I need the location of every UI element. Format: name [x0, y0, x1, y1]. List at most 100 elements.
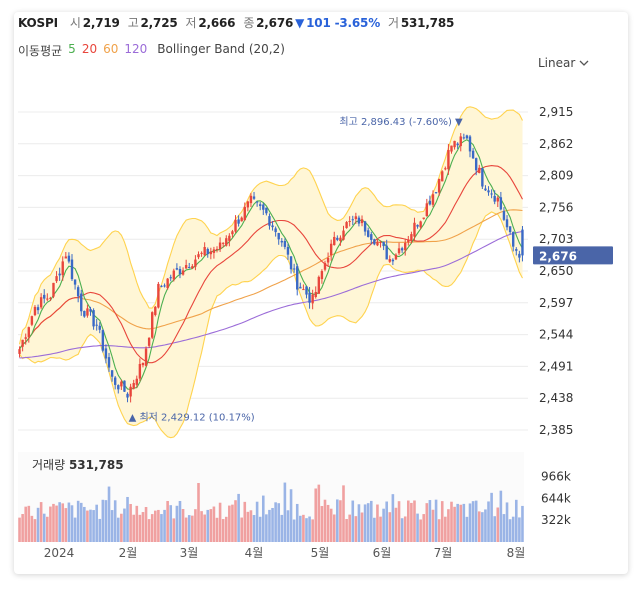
candle-body	[70, 259, 74, 280]
ma60-legend[interactable]: 60	[103, 42, 119, 56]
volume-bar	[271, 507, 274, 542]
volume-bar	[413, 500, 416, 542]
y-tick-label: 2,597	[539, 296, 573, 310]
volume-bar	[490, 492, 493, 542]
y-tick-label: 2,385	[539, 423, 573, 437]
candle-body	[363, 221, 367, 232]
candle-body	[404, 242, 407, 251]
bollinger-legend[interactable]: Bollinger Band (20,2)	[157, 42, 285, 56]
volume-bar	[163, 509, 166, 542]
candle-body	[58, 273, 61, 276]
scale-dropdown[interactable]: Linear	[538, 56, 589, 70]
candle-body	[283, 241, 287, 247]
candle-body	[61, 261, 64, 276]
candle-body	[397, 248, 401, 254]
candle-body	[228, 235, 231, 241]
candle-body	[437, 178, 441, 193]
volume-bar	[514, 499, 518, 542]
volume-bar	[123, 508, 126, 542]
candle-body	[95, 324, 98, 326]
volume-bar	[221, 519, 225, 542]
volume-title-value: 531,785	[69, 458, 124, 472]
candle-body	[175, 268, 179, 270]
volume-bar	[120, 513, 123, 542]
volume-bar	[234, 500, 237, 542]
candle-body	[178, 268, 182, 275]
volume-bar	[39, 502, 43, 542]
ma120-legend[interactable]: 120	[124, 42, 148, 56]
current-price-tag	[533, 246, 613, 265]
candle-body	[249, 195, 253, 204]
candle-body	[379, 242, 382, 244]
volume-bar	[49, 506, 52, 542]
volume-bar	[351, 500, 355, 542]
candle-body	[157, 283, 160, 308]
candle-body	[416, 224, 419, 227]
volume-bar	[132, 514, 136, 542]
volume-bar	[187, 515, 191, 542]
candle-body	[191, 266, 194, 269]
volume-bar	[172, 518, 176, 542]
candle-body	[299, 286, 302, 289]
scale-label: Linear	[538, 56, 576, 70]
candle-body	[391, 259, 395, 262]
candle-body	[493, 195, 496, 202]
close-value: 2,676	[256, 15, 294, 30]
volume-bar	[326, 504, 330, 542]
candle-body	[184, 265, 188, 269]
candle-body	[385, 245, 388, 260]
candle-body	[24, 337, 27, 339]
candle-body	[394, 254, 398, 260]
ma5-legend[interactable]: 5	[68, 42, 76, 56]
volume-bar	[240, 517, 243, 542]
candle-body	[237, 219, 240, 224]
candle-body	[141, 362, 145, 366]
volume-bar	[107, 486, 111, 542]
candle-body	[351, 219, 354, 221]
open-label: 시	[69, 16, 81, 30]
candle-body	[512, 232, 515, 247]
volume-bar	[360, 512, 364, 542]
volume-bar	[323, 499, 327, 542]
candle-body	[326, 257, 330, 263]
volume-bar	[166, 500, 169, 542]
volume-bar	[280, 514, 284, 542]
volume-bar	[160, 514, 163, 542]
candle-body	[132, 383, 135, 389]
volume-bar	[391, 494, 395, 542]
volume-bar	[332, 514, 336, 542]
volume-bar	[295, 503, 299, 542]
y-tick-label: 2,703	[539, 232, 573, 246]
volume-bar	[126, 496, 129, 542]
low-annotation: ▲ 최저 2,429.12 (10.17%)	[129, 411, 255, 423]
candle-body	[144, 348, 148, 366]
candle-body	[27, 327, 30, 338]
candle-body	[83, 310, 86, 317]
candle-body	[481, 168, 484, 187]
volume-bar	[178, 500, 182, 542]
candle-body	[33, 306, 37, 316]
volume-bar	[113, 500, 117, 542]
volume-bar	[255, 501, 259, 542]
volume-bar	[311, 519, 314, 542]
volume-bar	[314, 488, 318, 542]
candle-body	[320, 271, 324, 280]
volume-bar	[21, 514, 24, 542]
volume-bar	[67, 502, 71, 542]
candle-body	[277, 233, 280, 240]
candle-body	[289, 256, 293, 270]
volume-bar	[502, 514, 506, 542]
low-value: 2,666	[198, 15, 236, 30]
volume-bar	[456, 503, 459, 542]
ma20-legend[interactable]: 20	[81, 42, 98, 56]
candle-body	[172, 270, 176, 280]
candle-body	[138, 363, 142, 379]
high-value: 2,725	[140, 15, 178, 30]
volume-bar	[385, 501, 389, 542]
y-tick-label: 2,756	[539, 200, 573, 214]
volume-bar	[246, 511, 250, 542]
candle-body	[400, 248, 404, 251]
volume-bar	[144, 507, 148, 542]
y-tick-label: 2,438	[539, 391, 573, 405]
